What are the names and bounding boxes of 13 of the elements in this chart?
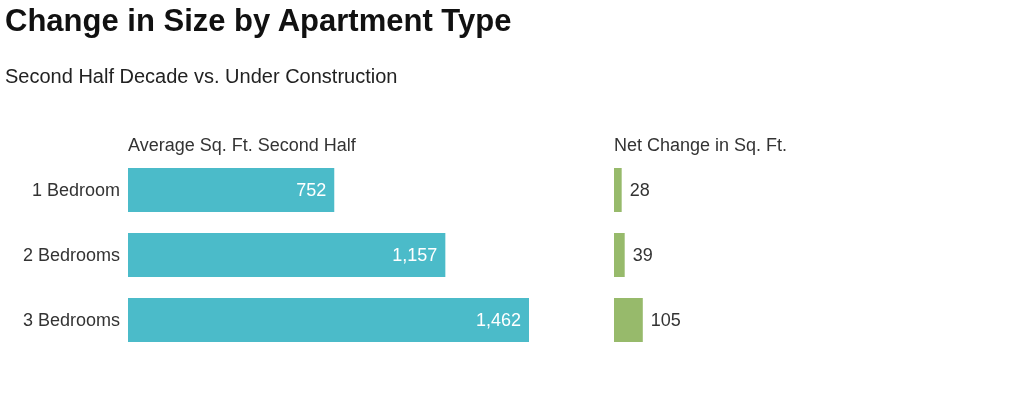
data-label: 105 bbox=[650, 310, 681, 330]
data-label: 1,462 bbox=[475, 310, 521, 330]
x-axis-title: Net Change in Sq. Ft. bbox=[614, 135, 788, 155]
data-label: 752 bbox=[296, 180, 327, 200]
y-tick-label: 2 Bedrooms bbox=[22, 245, 120, 265]
y-tick-label: 1 Bedroom bbox=[31, 180, 120, 200]
data-label: 1,157 bbox=[392, 245, 438, 265]
data-label: 28 bbox=[629, 180, 650, 200]
chart-title: Change in Size by Apartment Type bbox=[5, 3, 512, 38]
chart-subtitle: Second Half Decade vs. Under Construction bbox=[5, 65, 398, 87]
data-label: 39 bbox=[632, 245, 653, 265]
x-axis-title: Average Sq. Ft. Second Half bbox=[128, 135, 357, 155]
y-tick-label: 3 Bedrooms bbox=[22, 310, 120, 330]
